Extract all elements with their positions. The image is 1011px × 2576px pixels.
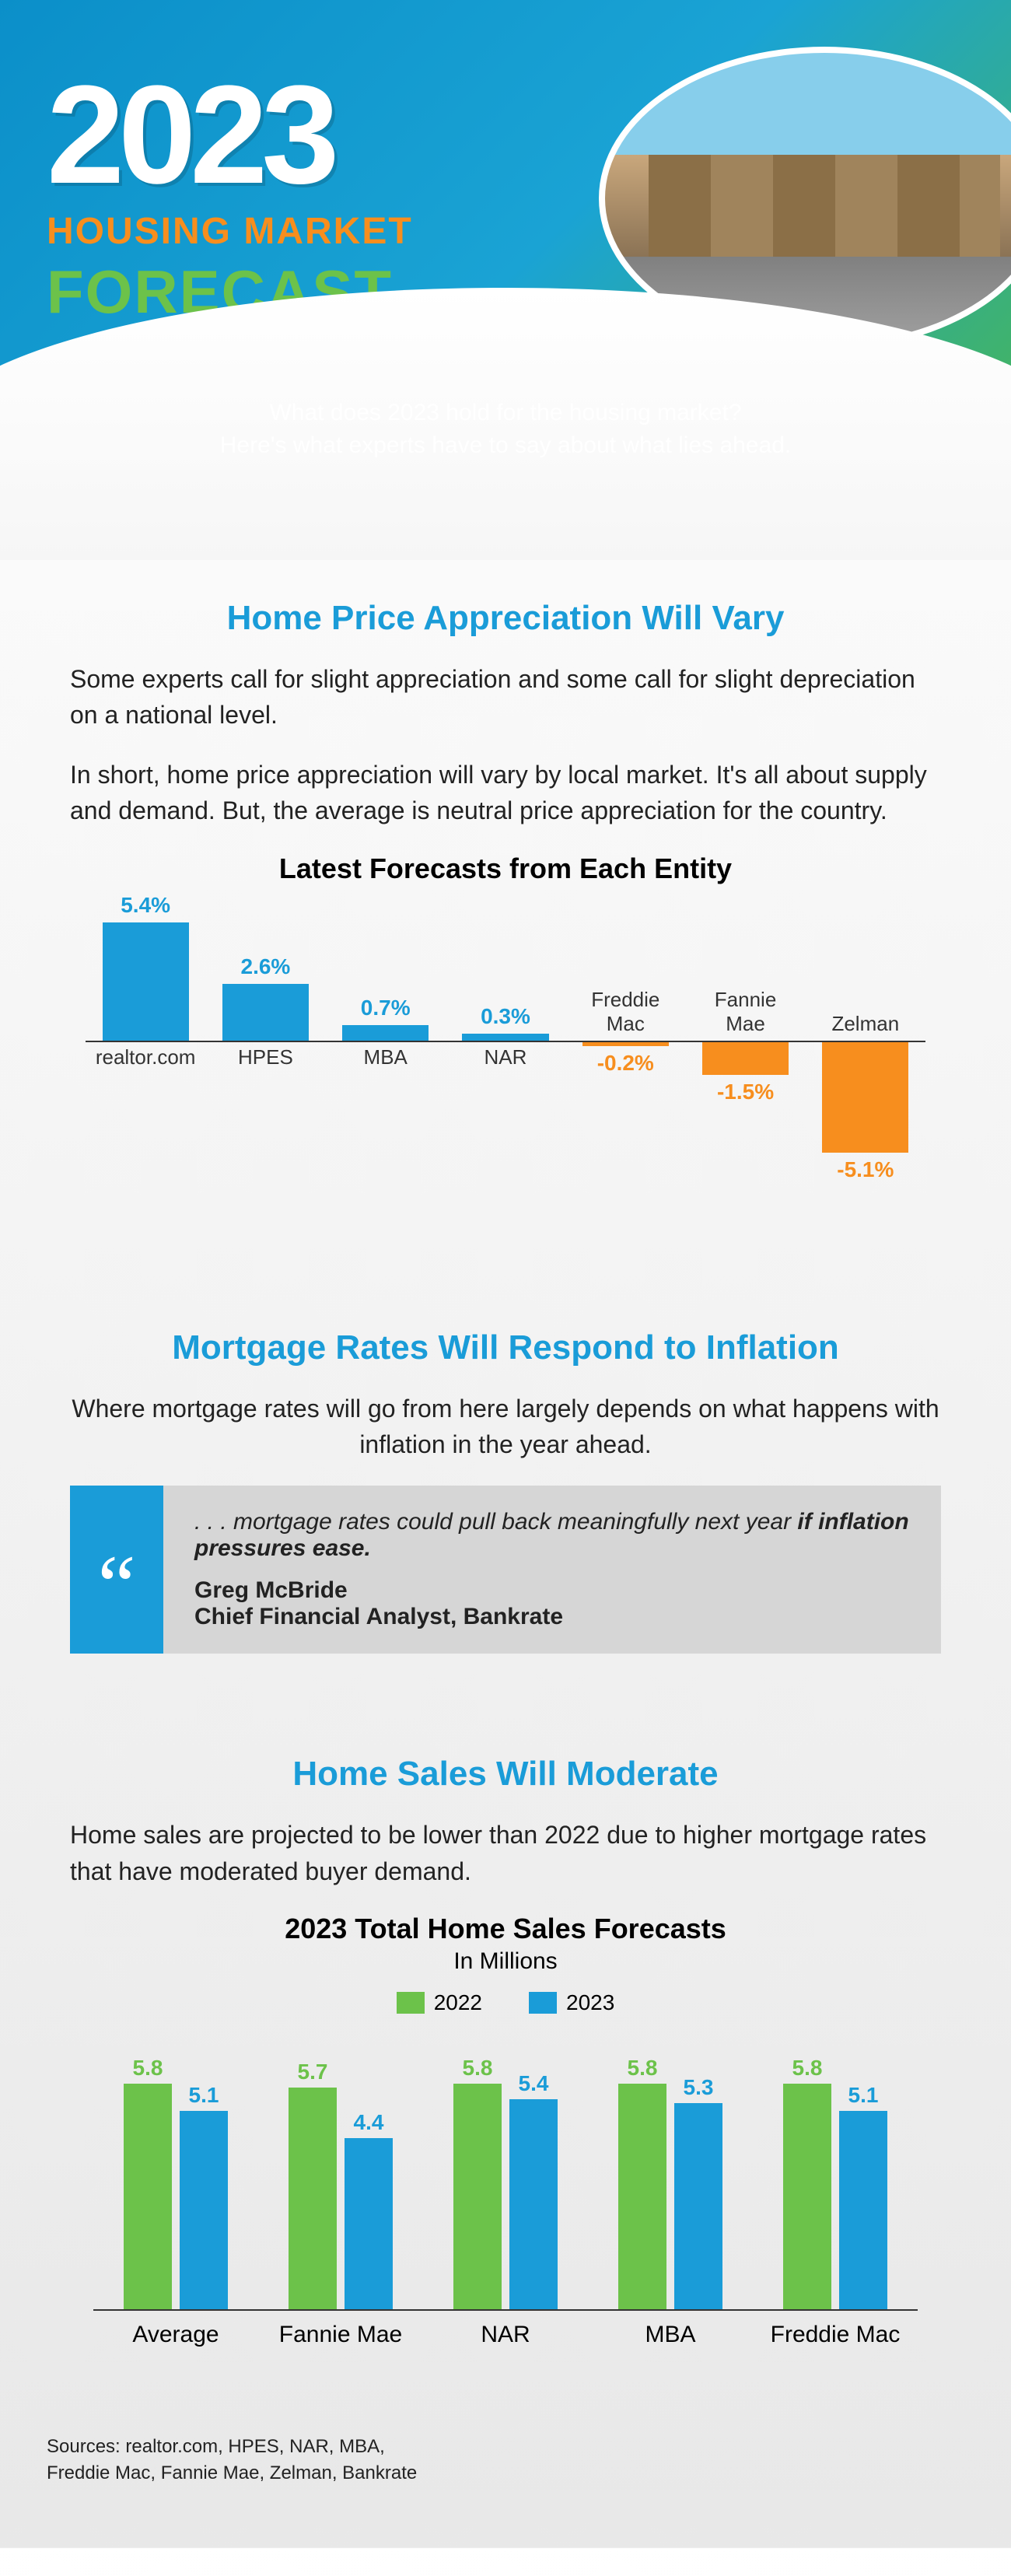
section-3: Home Sales Will Moderate Home sales are …	[0, 1716, 1011, 2387]
chart-2-group-label: MBA	[588, 2322, 753, 2348]
chart-2-group: 5.85.1	[753, 2039, 918, 2309]
chart-1-value-label: -1.5%	[685, 1080, 805, 1104]
chart-1-entity-label: MBA	[326, 1045, 446, 1069]
chart-1-value-label: -5.1%	[806, 1157, 925, 1182]
chart-2-group-label: NAR	[423, 2322, 588, 2348]
chart-1-bar-col: -0.2% FreddieMac	[565, 901, 685, 1251]
chart-1-entity-label: FannieMae	[685, 988, 805, 1036]
chart-2-value-label: 5.8	[778, 2056, 836, 2081]
chart-1-entity-label: FreddieMac	[565, 988, 685, 1036]
chart-2-value-label: 5.8	[449, 2056, 506, 2081]
chart-1-entity-label: Zelman	[806, 1012, 925, 1036]
header: 2023 HOUSING MARKET FORECAST What does 2…	[0, 0, 1011, 560]
chart-1-bar	[462, 1034, 548, 1040]
chart-1-bar-col: 0.7% MBA	[326, 901, 446, 1251]
chart-1-bar	[342, 1025, 429, 1041]
chart-2: 5.85.15.74.45.85.45.85.35.85.1	[93, 2039, 918, 2311]
chart-2-group-label: Average	[93, 2322, 258, 2348]
chart-2-bar: 5.4	[509, 2099, 558, 2309]
chart-2-group-label: Freddie Mac	[753, 2322, 918, 2348]
header-intro: What does 2023 hold for the housing mark…	[0, 397, 1011, 462]
chart-2-value-label: 5.3	[670, 2075, 727, 2100]
section-1-p1: Some experts call for slight appreciatio…	[70, 661, 941, 733]
chart-2-value-label: 5.1	[175, 2083, 233, 2108]
chart-1-bar-col: -5.1% Zelman	[806, 901, 925, 1251]
legend-swatch-2023	[529, 1992, 557, 2014]
quote-author: Greg McBride Chief Financial Analyst, Ba…	[194, 1577, 910, 1630]
intro-line2: Here's what experts have to say about wh…	[0, 429, 1011, 462]
chart-2-group: 5.85.3	[588, 2039, 753, 2309]
chart-1-entity-label: NAR	[446, 1045, 565, 1069]
chart-2-bar: 5.8	[124, 2084, 172, 2309]
chart-1-value-label: 0.3%	[446, 1004, 565, 1029]
section-2-title: Mortgage Rates Will Respond to Inflation	[70, 1328, 941, 1367]
sources-line1: Sources: realtor.com, HPES, NAR, MBA,	[47, 2434, 964, 2460]
chart-2-title: 2023 Total Home Sales Forecasts	[70, 1913, 941, 1945]
chart-1-title: Latest Forecasts from Each Entity	[70, 852, 941, 885]
chart-2-labels: AverageFannie MaeNARMBAFreddie Mac	[93, 2322, 918, 2348]
legend-label-2022: 2022	[434, 1990, 482, 2015]
chart-2-bar: 5.1	[180, 2111, 228, 2309]
chart-1-entity-label: realtor.com	[86, 1045, 205, 1069]
intro-line1: What does 2023 hold for the housing mark…	[0, 397, 1011, 429]
chart-1-bar	[103, 922, 189, 1040]
chart-2-bar: 4.4	[345, 2138, 393, 2309]
section-1-p2: In short, home price appreciation will v…	[70, 757, 941, 829]
chart-2-bar: 5.7	[289, 2088, 337, 2309]
chart-1-value-label: -0.2%	[565, 1051, 685, 1076]
chart-1-value-label: 0.7%	[326, 996, 446, 1020]
chart-1-bar-col: 5.4%realtor.com	[86, 901, 205, 1251]
section-1: Home Price Appreciation Will Vary Some e…	[0, 560, 1011, 1290]
legend-swatch-2022	[397, 1992, 425, 2014]
section-2-p1: Where mortgage rates will go from here l…	[70, 1391, 941, 1463]
legend-label-2023: 2023	[566, 1990, 614, 2015]
legend-2023: 2023	[529, 1990, 614, 2015]
section-2: Mortgage Rates Will Respond to Inflation…	[0, 1290, 1011, 1717]
chart-1-bar	[582, 1042, 669, 1047]
header-line1: HOUSING MARKET	[47, 210, 413, 253]
chart-2-bar: 5.8	[453, 2084, 502, 2309]
chart-1-value-label: 5.4%	[86, 893, 205, 918]
quote-author-title: Chief Financial Analyst, Bankrate	[194, 1604, 910, 1630]
chart-2-value-label: 5.4	[505, 2071, 562, 2096]
quote-content: . . . mortgage rates could pull back mea…	[163, 1486, 941, 1654]
chart-2-group: 5.85.4	[423, 2039, 588, 2309]
chart-1-bar-col: 0.3% NAR	[446, 901, 565, 1251]
chart-2-value-label: 5.7	[284, 2060, 341, 2084]
chart-1-value-label: 2.6%	[205, 954, 325, 979]
chart-2-value-label: 4.4	[340, 2110, 397, 2135]
sources-line2: Freddie Mac, Fannie Mae, Zelman, Bankrat…	[47, 2460, 964, 2487]
chart-1-bar	[222, 984, 309, 1041]
section-1-title: Home Price Appreciation Will Vary	[70, 599, 941, 638]
chart-1-bars: 5.4%realtor.com2.6% HPES 0.7% MBA0.3% NAR-0.…	[86, 901, 925, 1251]
chart-1-bar-col: -1.5% FannieMae	[685, 901, 805, 1251]
chart-2-bar: 5.8	[783, 2084, 831, 2309]
chart-1-entity-label: HPES	[205, 1045, 325, 1069]
chart-2-sub: In Millions	[70, 1948, 941, 1975]
chart-2-value-label: 5.1	[834, 2083, 892, 2108]
chart-2-bar: 5.1	[839, 2111, 887, 2309]
section-3-title: Home Sales Will Moderate	[70, 1755, 941, 1794]
chart-1-bar	[822, 1042, 908, 1153]
chart-2-bar: 5.8	[618, 2084, 666, 2309]
quote-box: “ . . . mortgage rates could pull back m…	[70, 1486, 941, 1654]
chart-2-value-label: 5.8	[614, 2056, 671, 2081]
chart-2-bar: 5.3	[674, 2103, 722, 2309]
chart-2-value-label: 5.8	[119, 2056, 177, 2081]
chart-2-group: 5.74.4	[258, 2039, 423, 2309]
chart-1-bar	[702, 1042, 789, 1075]
sources: Sources: realtor.com, HPES, NAR, MBA, Fr…	[0, 2387, 1011, 2548]
chart-2-group: 5.85.1	[93, 2039, 258, 2309]
chart-2-group-label: Fannie Mae	[258, 2322, 423, 2348]
legend-2022: 2022	[397, 1990, 482, 2015]
quote-text: . . . mortgage rates could pull back mea…	[194, 1509, 797, 1535]
chart-1-bar-col: 2.6% HPES	[205, 901, 325, 1251]
header-year: 2023	[47, 54, 333, 215]
quote-mark-icon: “	[70, 1486, 163, 1654]
section-3-p1: Home sales are projected to be lower tha…	[70, 1817, 941, 1889]
chart-1: 5.4%realtor.com2.6% HPES 0.7% MBA0.3% NAR-0.…	[86, 901, 925, 1251]
quote-author-name: Greg McBride	[194, 1577, 910, 1604]
chart-2-legend: 2022 2023	[70, 1990, 941, 2015]
